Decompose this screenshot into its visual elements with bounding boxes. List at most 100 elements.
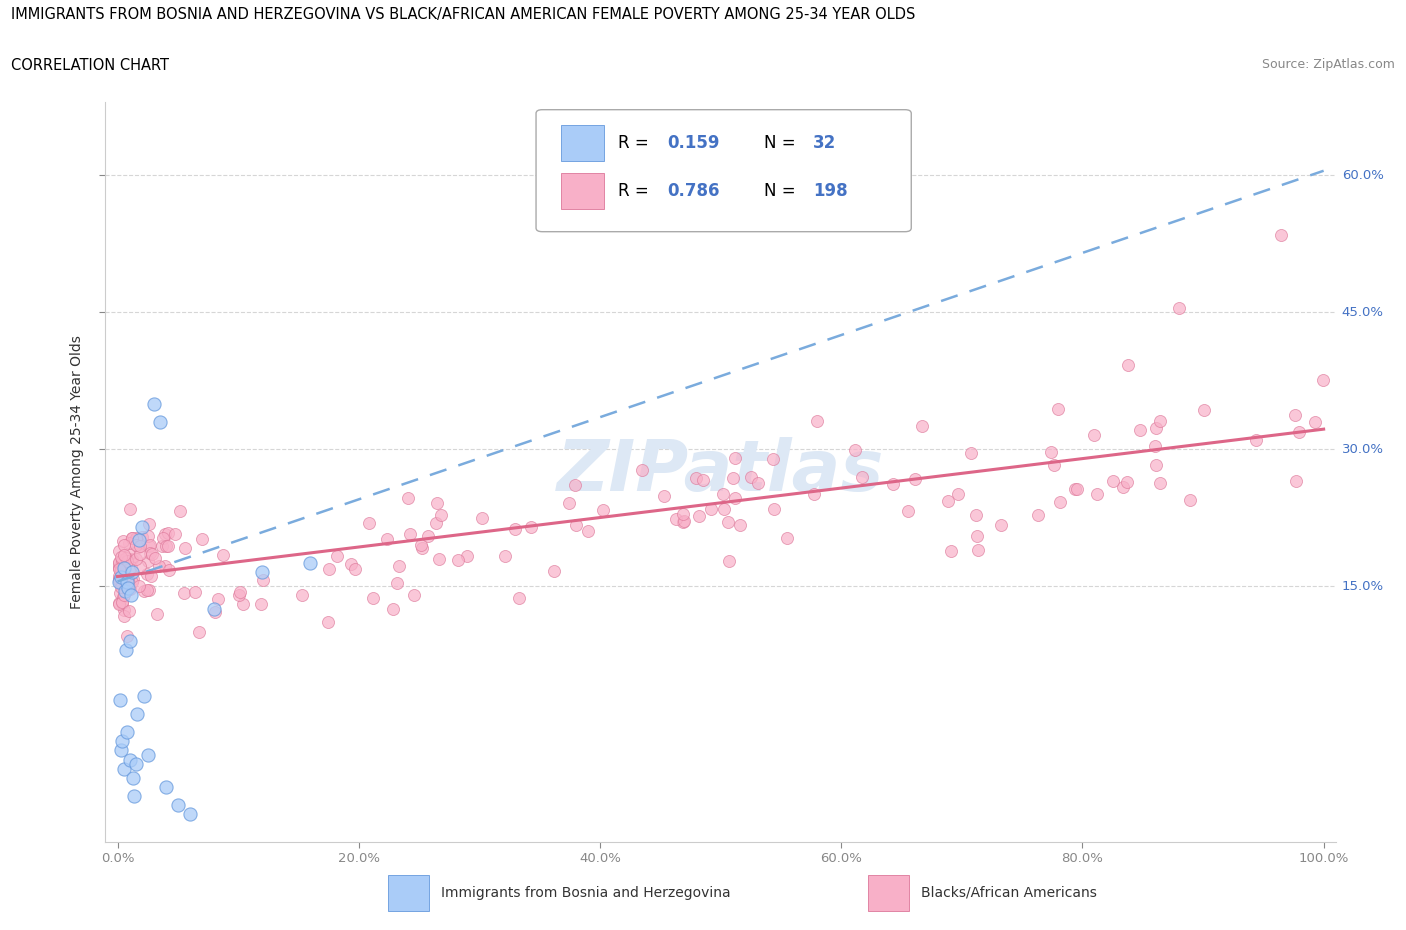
Point [110,579,132,594]
Point [139,538,162,552]
Point [776,531,799,546]
FancyBboxPatch shape [536,110,911,232]
Point [108,554,131,569]
Point [132,583,155,598]
Point [717,514,740,529]
Point [115,574,138,589]
Point [578,524,600,538]
Point [1111,479,1133,494]
Point [665,512,688,526]
Point [211,548,233,563]
Point [115,551,138,565]
Point [692,472,714,487]
Point [121,575,143,590]
Point [118,604,141,618]
Point [202,602,225,617]
Point [229,585,252,600]
Point [728,517,751,532]
Point [426,496,449,511]
Point [128,547,150,562]
Point [966,542,988,557]
Point [138,582,160,597]
Text: R =: R = [619,134,654,152]
Point [375,532,398,547]
Point [108,693,131,708]
Point [111,577,134,591]
Point [155,539,177,554]
Point [207,591,229,606]
Point [204,604,226,619]
Point [939,544,962,559]
Point [110,586,132,601]
Point [1085,486,1108,501]
Point [107,561,129,576]
Point [125,551,148,566]
Point [250,597,273,612]
Point [721,471,744,485]
Point [107,559,129,574]
Point [882,477,904,492]
Point [763,501,786,516]
Point [1026,508,1049,523]
Text: Blacks/African Americans: Blacks/African Americans [921,885,1097,900]
Point [1144,420,1167,435]
Point [411,540,433,555]
Point [117,580,139,595]
Point [508,591,530,605]
Point [503,522,526,537]
Text: 198: 198 [813,182,848,200]
Point [228,588,250,603]
Point [936,494,959,509]
Point [252,573,274,588]
Point [959,445,981,460]
Point [111,590,134,604]
Point [157,563,180,578]
Point [111,553,134,568]
Point [724,451,747,466]
Point [118,546,141,561]
Point [1102,473,1125,488]
Point [713,502,735,517]
Point [131,529,153,544]
Point [700,501,723,516]
Point [107,571,129,586]
Point [124,757,146,772]
Text: IMMIGRANTS FROM BOSNIA AND HERZEGOVINA VS BLACK/AFRICAN AMERICAN FEMALE POVERTY : IMMIGRANTS FROM BOSNIA AND HERZEGOVINA V… [11,7,915,22]
Point [1116,474,1139,489]
Point [1149,476,1171,491]
Point [143,551,166,565]
Point [1305,415,1327,430]
Point [1288,424,1310,439]
Point [747,476,769,491]
FancyBboxPatch shape [869,874,908,911]
Point [844,443,866,458]
Point [157,526,180,541]
Point [803,486,825,501]
Point [163,526,186,541]
Point [149,415,172,430]
Point [1167,300,1189,315]
Point [107,574,129,589]
Point [124,789,146,804]
Point [115,724,138,739]
Point [121,565,143,579]
Point [152,530,174,545]
FancyBboxPatch shape [388,874,429,911]
Point [851,470,873,485]
Point [121,531,143,546]
Point [1144,458,1167,472]
Point [166,798,188,813]
Point [427,551,450,566]
Point [388,559,411,574]
Point [1149,414,1171,429]
Point [1049,495,1071,510]
Point [1180,492,1202,507]
Point [291,587,314,602]
Point [494,549,516,564]
Point [110,549,132,564]
Point [114,583,136,598]
Point [762,451,785,466]
Point [326,549,349,564]
Text: Immigrants from Bosnia and Herzegovina: Immigrants from Bosnia and Herzegovina [441,885,731,900]
Point [112,587,135,602]
